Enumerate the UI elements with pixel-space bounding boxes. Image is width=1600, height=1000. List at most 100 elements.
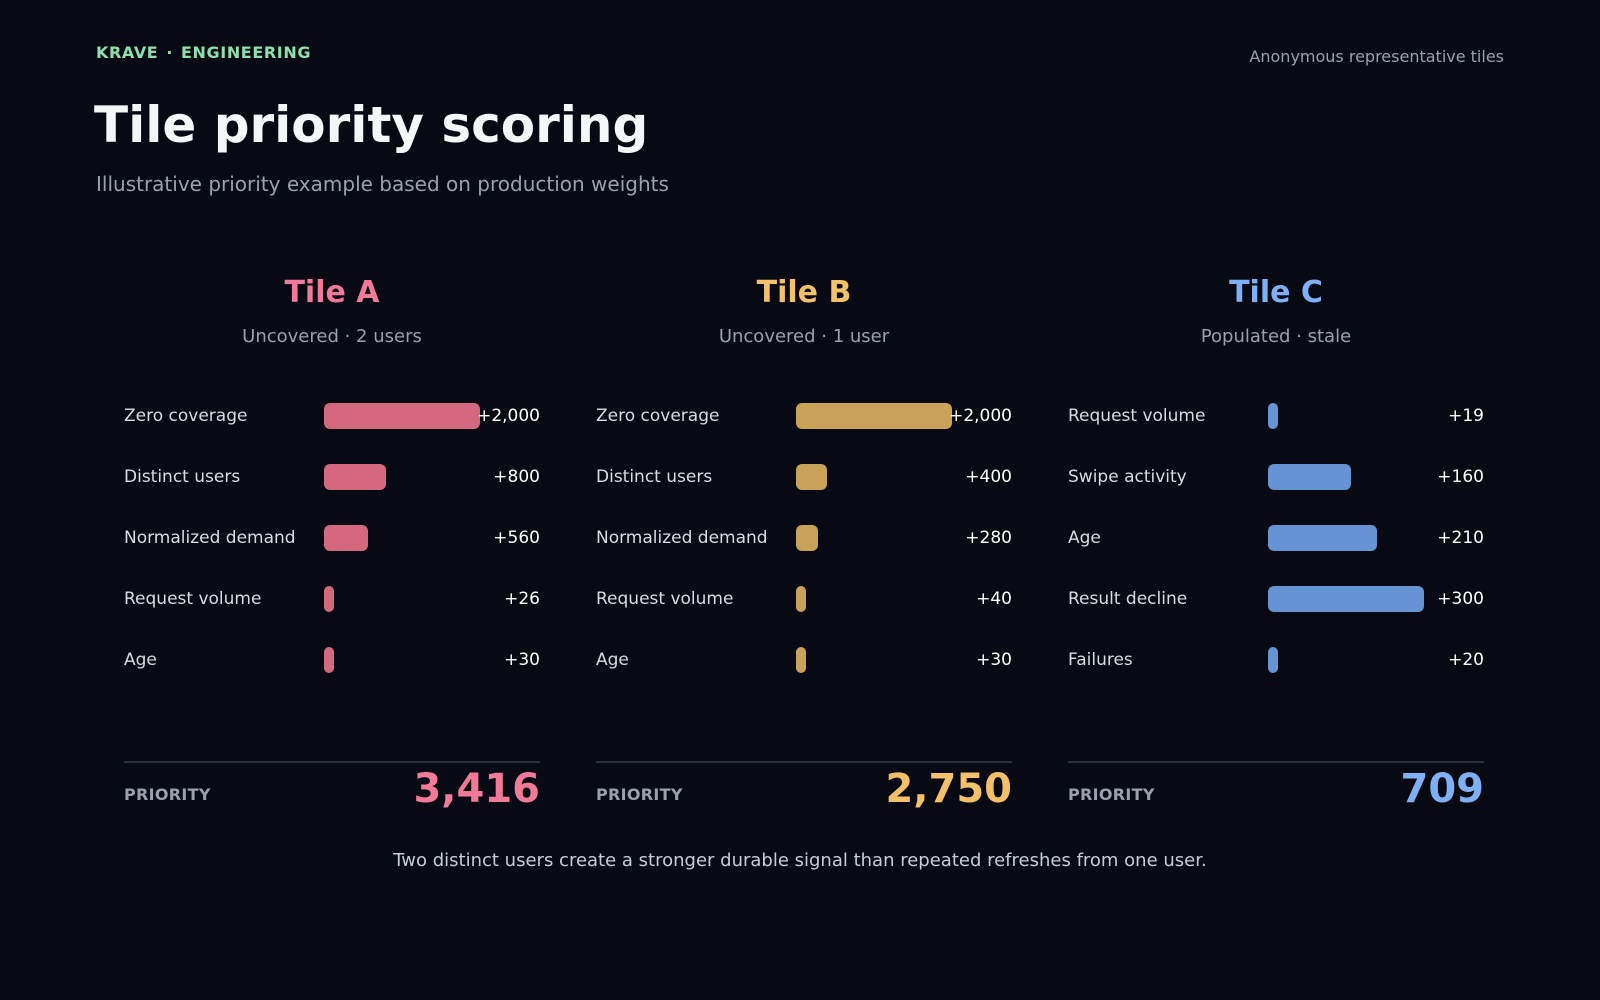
score-rows: Zero coverage +2,000 Distinct users +800 Nor… [124,403,540,708]
score-label: Distinct users [596,467,713,487]
bar-track [796,647,952,673]
divider [124,761,540,763]
priority-label: PRIORITY [1068,785,1155,804]
score-value: +400 [965,467,1012,487]
bar-track [1268,403,1424,429]
score-row: Distinct users +400 [596,464,1012,525]
tile-subtitle: Populated · stale [1200,326,1352,347]
tile-subtitle: Uncovered · 1 user [718,326,890,347]
score-label: Failures [1068,650,1133,670]
footer-note: Two distinct users create a stronger dur… [393,850,1207,871]
score-value: +26 [504,589,540,609]
score-row: Age +30 [596,647,1012,708]
score-row: Request volume +19 [1068,403,1484,464]
score-label: Result decline [1068,589,1188,609]
score-label: Request volume [1068,406,1206,426]
score-bar [796,647,806,673]
brand-separator: · [166,43,174,62]
score-label: Age [1068,528,1101,548]
bar-track [1268,647,1424,673]
score-bar [324,403,480,429]
bar-track [1268,525,1424,551]
tile-card-c: Tile C Populated · stale Request volume +… [1068,275,1484,815]
bar-track [796,403,952,429]
score-value: +280 [965,528,1012,548]
tile-title: Tile C [1229,275,1323,310]
score-bar [1268,403,1278,429]
score-bar [796,586,806,612]
score-bar [1268,586,1424,612]
bar-track [324,403,480,429]
score-row: Request volume +40 [596,586,1012,647]
page-title: Tile priority scoring [94,96,649,154]
score-bar [796,525,818,551]
score-bar [1268,464,1352,490]
priority-label: PRIORITY [124,785,211,804]
brand-team: ENGINEERING [181,43,312,62]
score-value: +19 [1448,406,1484,426]
tile-title: Tile A [284,275,380,310]
score-value: +560 [493,528,540,548]
score-label: Distinct users [124,467,241,487]
score-bar [796,403,952,429]
score-value: +40 [976,589,1012,609]
tile-subtitle: Uncovered · 2 users [242,326,422,347]
score-row: Normalized demand +560 [124,525,540,586]
bar-track [796,464,952,490]
score-value: +160 [1437,467,1484,487]
score-row: Result decline +300 [1068,586,1484,647]
score-value: +2,000 [949,406,1012,426]
bar-track [324,586,480,612]
score-rows: Request volume +19 Swipe activity +160 Age +2… [1068,403,1484,708]
score-bar [796,464,828,490]
score-label: Request volume [124,589,262,609]
score-label: Zero coverage [596,406,720,426]
score-row: Zero coverage +2,000 [596,403,1012,464]
tile-card-a: Tile A Uncovered · 2 users Zero coverage… [124,275,540,815]
brand-name: KRAVE [96,43,159,62]
priority-value: 2,750 [885,766,1012,812]
score-row: Age +210 [1068,525,1484,586]
bar-track [324,647,480,673]
page-subtitle: Illustrative priority example based on p… [96,172,669,196]
score-value: +300 [1437,589,1484,609]
priority-value: 3,416 [413,766,540,812]
score-label: Age [596,650,629,670]
priority-label: PRIORITY [596,785,683,804]
score-value: +30 [976,650,1012,670]
score-value: +210 [1437,528,1484,548]
score-label: Age [124,650,157,670]
bar-track [324,525,480,551]
score-label: Normalized demand [596,528,768,548]
bar-track [1268,464,1424,490]
score-rows: Zero coverage +2,000 Distinct users +400 Nor… [596,403,1012,708]
score-bar [324,525,368,551]
score-row: Failures +20 [1068,647,1484,708]
score-label: Request volume [596,589,734,609]
score-bar [1268,525,1378,551]
header-note: Anonymous representative tiles [1249,47,1504,66]
divider [596,761,1012,763]
bar-track [796,525,952,551]
bar-track [324,464,480,490]
score-row: Zero coverage +2,000 [124,403,540,464]
score-label: Zero coverage [124,406,248,426]
score-bar [324,464,387,490]
score-row: Normalized demand +280 [596,525,1012,586]
score-label: Normalized demand [124,528,296,548]
score-value: +30 [504,650,540,670]
score-label: Swipe activity [1068,467,1187,487]
score-value: +20 [1448,650,1484,670]
score-value: +2,000 [477,406,540,426]
tile-title: Tile B [756,275,852,310]
score-row: Age +30 [124,647,540,708]
bar-track [1268,586,1424,612]
score-bar [324,647,334,673]
priority-value: 709 [1400,766,1485,812]
score-row: Distinct users +800 [124,464,540,525]
brand-label: KRAVE · ENGINEERING [96,43,311,62]
score-value: +800 [493,467,540,487]
score-bar [324,586,334,612]
score-row: Swipe activity +160 [1068,464,1484,525]
score-bar [1268,647,1279,673]
